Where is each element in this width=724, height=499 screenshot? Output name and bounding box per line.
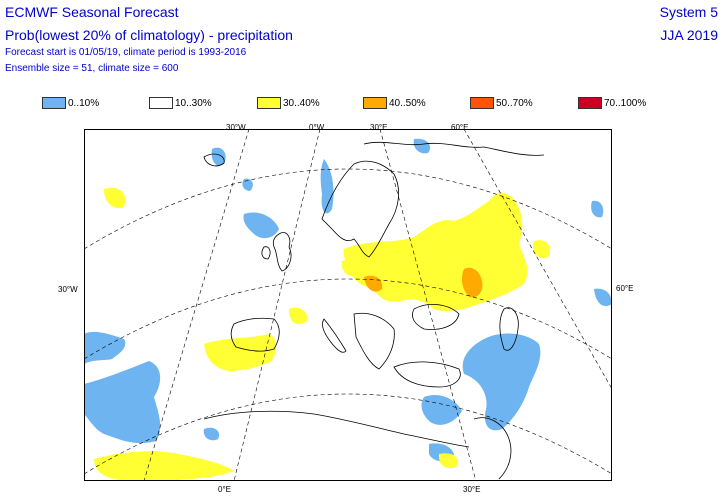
coast-ireland	[261, 246, 271, 260]
coast-scandinavia	[321, 160, 399, 258]
legend-swatch	[149, 97, 173, 109]
legend-swatch	[363, 97, 387, 109]
legend-label: 40..50%	[389, 97, 426, 109]
yellow-region-iberia-africa	[204, 334, 277, 371]
left-label-30w: 30°W	[58, 285, 78, 294]
probability-map	[84, 129, 612, 481]
ensemble-size-info: Ensemble size = 51, climate size = 600	[5, 63, 179, 74]
legend-swatch	[42, 97, 66, 109]
coast-arabia	[473, 417, 512, 480]
blue-region-southwest	[84, 361, 161, 444]
top-label-60e: 60°E	[451, 123, 469, 132]
coastlines	[203, 141, 545, 480]
forecast-start-info: Forecast start is 01/05/19, climate peri…	[5, 47, 247, 58]
map-frame	[84, 129, 612, 481]
legend-item: 0..10%	[42, 96, 99, 110]
top-label-0w: 0°W	[309, 123, 325, 132]
blue-region-britain-north	[243, 212, 279, 239]
legend-swatch	[470, 97, 494, 109]
blue-region-scandinavia-west	[320, 159, 334, 214]
top-label-30e: 30°E	[370, 123, 388, 132]
blue-region-far-east	[594, 288, 612, 307]
coast-iberia	[230, 317, 280, 352]
blue-region-kara	[413, 138, 431, 154]
top-label-30w: 30°W	[226, 123, 246, 132]
blue-region-south	[203, 427, 220, 441]
legend-item: 30..40%	[257, 96, 320, 110]
blue-region-east	[462, 333, 541, 431]
legend-swatch	[257, 97, 281, 109]
legend-item: 10..30%	[149, 96, 212, 110]
coast-caspian	[499, 307, 519, 351]
coast-black-sea	[412, 304, 460, 330]
blue-region-urals	[591, 200, 604, 218]
right-label-60e: 60°E	[616, 284, 634, 293]
legend-label: 70..100%	[604, 97, 647, 109]
map-background	[84, 129, 612, 481]
coast-italy	[322, 318, 347, 353]
yellow-region-sweden-south	[341, 259, 361, 277]
meridian-0	[233, 129, 321, 481]
yellow-region-central-med	[289, 307, 308, 325]
legend-item: 40..50%	[363, 96, 426, 110]
season-label: JJA 2019	[660, 27, 718, 43]
legend-label: 30..40%	[283, 97, 320, 109]
blue-regions	[84, 138, 612, 462]
bottom-label-0e: 0°E	[218, 485, 231, 494]
coast-north-africa	[203, 410, 470, 448]
legend-label: 10..30%	[175, 97, 212, 109]
legend-item: 50..70%	[470, 96, 533, 110]
blue-region-west-atlantic	[84, 331, 126, 364]
legend-swatch	[578, 97, 602, 109]
forecast-subtitle: Prob(lowest 20% of climatology) - precip…	[5, 27, 293, 43]
yellow-region-atlantic-west	[104, 187, 126, 209]
coast-iceland	[203, 153, 225, 167]
orange-region-ukraine	[462, 267, 483, 298]
meridian-60e	[463, 129, 612, 390]
bottom-label-30e: 30°E	[463, 485, 481, 494]
legend-label: 0..10%	[68, 97, 100, 109]
meridian-30w	[143, 129, 250, 481]
legend-label: 50..70%	[496, 97, 533, 109]
system-label: System 5	[659, 4, 718, 20]
blue-region-turkey	[421, 394, 462, 425]
coast-britain	[272, 232, 292, 272]
yellow-region-caspian	[533, 240, 551, 259]
coast-balkans	[353, 312, 395, 370]
yellow-region-south-east	[438, 453, 459, 469]
legend-item: 70..100%	[578, 96, 646, 110]
blue-region-greenland-sea	[242, 178, 253, 191]
coast-arctic	[363, 141, 545, 156]
coast-turkey	[393, 361, 461, 388]
yellow-region-sahara	[94, 451, 234, 481]
blue-region-iceland	[211, 147, 226, 166]
forecast-title: ECMWF Seasonal Forecast	[5, 4, 179, 20]
